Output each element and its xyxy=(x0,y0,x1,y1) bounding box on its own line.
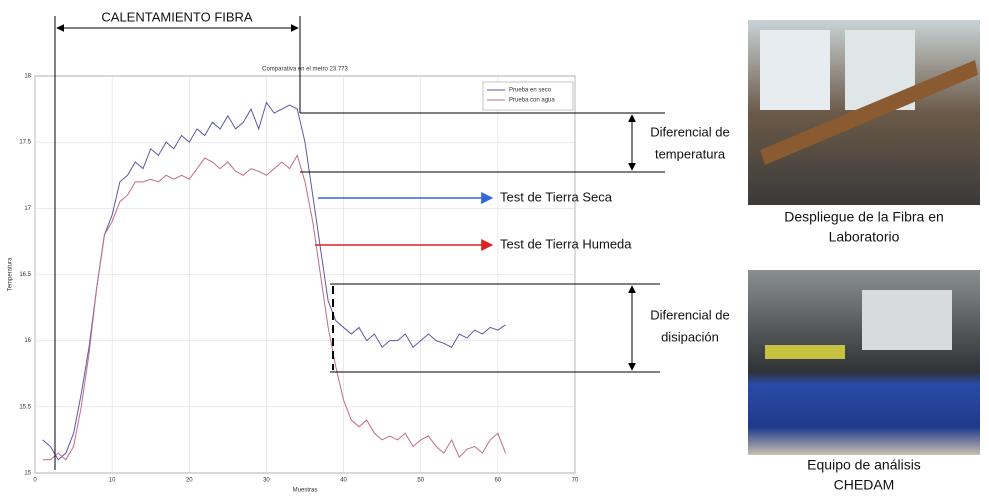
chart-title: Comparativa en el metro 23.773 xyxy=(262,67,348,73)
x-tick-label: 70 xyxy=(572,478,579,484)
annotation: Diferencial de xyxy=(650,307,730,322)
caption: CHEDAM xyxy=(834,477,895,493)
y-tick-label: 16 xyxy=(24,338,31,344)
x-tick-label: 0 xyxy=(33,478,37,484)
y-tick-label: 18 xyxy=(24,74,31,80)
legend-box xyxy=(483,82,573,110)
annotation: Test de Tierra Humeda xyxy=(500,236,632,251)
y-tick-label: 16.5 xyxy=(19,272,31,278)
x-tick-label: 20 xyxy=(186,478,193,484)
x-tick-label: 60 xyxy=(495,478,502,484)
caption: Laboratorio xyxy=(829,229,900,245)
caption: Equipo de análisis xyxy=(807,457,921,473)
annotation: Diferencial de xyxy=(650,124,730,139)
annotation: temperatura xyxy=(655,146,726,161)
annotation: Test de Tierra Seca xyxy=(500,189,613,204)
y-tick-label: 17 xyxy=(24,206,31,212)
legend-label: Prueba en seco xyxy=(509,88,552,94)
x-tick-label: 50 xyxy=(417,478,424,484)
x-axis-label: Muestras xyxy=(293,488,318,494)
figure: 15 15.5 16 16.5 17 17.5 18 0 10 20 30 40 50 60 70 Compa… xyxy=(0,0,989,496)
x-tick-label: 10 xyxy=(109,478,116,484)
x-tick-label: 40 xyxy=(340,478,347,484)
legend-label: Prueba con agua xyxy=(509,98,555,104)
photo-connector xyxy=(765,345,845,359)
y-tick-label: 15 xyxy=(24,471,31,477)
x-tick-label: 30 xyxy=(263,478,270,484)
y-tick-label: 15.5 xyxy=(19,404,31,410)
annotation: CALENTAMIENTO FIBRA xyxy=(101,9,253,24)
plot: 15 15.5 16 16.5 17 17.5 18 0 10 20 30 40 50 60 70 Compa… xyxy=(8,67,579,494)
photos: Despliegue de la Fibra en Laboratorio Eq… xyxy=(748,20,980,493)
photo-window xyxy=(760,30,830,110)
caption: Despliegue de la Fibra en xyxy=(784,209,944,225)
photo-device xyxy=(862,290,952,350)
y-axis-label: Temperatura xyxy=(8,257,14,291)
y-tick-label: 17.5 xyxy=(19,140,31,146)
annotation: disipación xyxy=(661,329,719,344)
